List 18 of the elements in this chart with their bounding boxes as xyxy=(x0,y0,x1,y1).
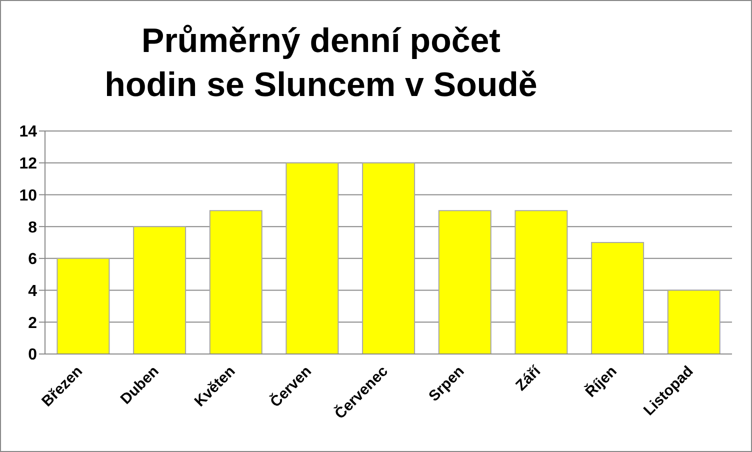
y-tick-label: 10 xyxy=(19,187,38,204)
bar xyxy=(362,162,416,354)
bar xyxy=(209,210,262,354)
bar xyxy=(591,242,644,354)
bar xyxy=(286,162,339,354)
chart-title: Průměrný denní počet hodin se Sluncem v Soudě xyxy=(104,21,538,106)
y-tick-label: 8 xyxy=(28,219,38,236)
bar xyxy=(133,226,186,354)
y-tick-label: 4 xyxy=(28,282,38,300)
y-tick-label: 14 xyxy=(19,124,38,141)
bar xyxy=(438,210,492,354)
y-tick-label: 12 xyxy=(19,156,38,173)
bar xyxy=(667,290,720,354)
bar xyxy=(514,210,568,354)
bar xyxy=(56,258,110,354)
y-tick-label: 6 xyxy=(28,251,38,268)
y-tick-label: 0 xyxy=(28,346,38,364)
y-tick-label: 2 xyxy=(28,314,38,332)
